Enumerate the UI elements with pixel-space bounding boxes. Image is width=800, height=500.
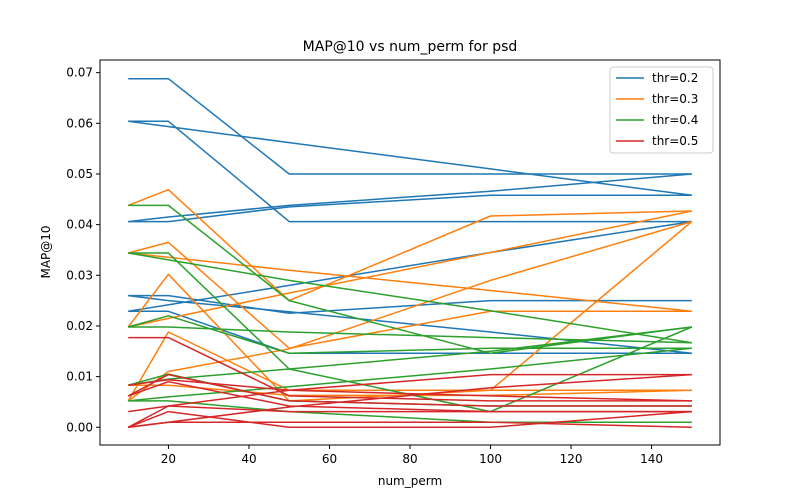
series-4-line-9 [128,373,692,429]
series-4-line-1 [128,336,692,402]
x-tick-label: 40 [241,452,256,466]
series-1-line-2 [128,120,692,223]
chart-title: MAP@10 vs num_perm for psd [303,39,518,55]
series-4-line-7 [127,405,692,428]
x-tick-label: 140 [640,452,663,466]
legend-box [609,66,714,154]
series-2-line-1 [127,188,692,302]
legend-label-3: thr=0.4 [652,113,698,127]
legend: thr=0.2 thr=0.3 thr=0.4 thr=0.5 [609,66,714,154]
series-1-line-7 [128,294,692,355]
series-4 [127,336,692,429]
series-4-line-4 [127,373,692,407]
legend-label-4: thr=0.5 [652,134,698,148]
x-tick-label: 20 [161,452,176,466]
x-axis-ticks: 20 40 60 80 100 120 140 [161,445,663,466]
series-3-line-9 [127,315,692,355]
x-tick-label: 80 [402,452,417,466]
series-1-line-6 [128,294,692,315]
y-tick-label: 0.05 [66,167,93,181]
y-tick-label: 0.06 [66,116,93,130]
series-3-line-8 [128,347,692,402]
series-1-line-1 [128,77,692,175]
series-1-line-5 [128,173,692,223]
series-3-line-1 [128,204,692,355]
y-tick-label: 0.01 [66,370,93,384]
series-1 [128,77,692,355]
legend-label-1: thr=0.2 [652,71,698,85]
series-4-line-8 [128,421,692,429]
series-2-line-5 [128,210,692,328]
y-tick-label: 0.03 [66,268,93,282]
x-tick-label: 120 [560,452,583,466]
series-3-line-3 [128,252,692,344]
legend-label-2: thr=0.3 [652,92,698,106]
y-tick-label: 0.04 [66,218,93,232]
y-tick-label: 0.00 [66,420,93,434]
series-4-line-6 [127,410,692,429]
y-axis-ticks: 0.00 0.01 0.02 0.03 0.04 0.05 0.06 0.07 [66,66,100,434]
series-4-line-5 [127,380,692,413]
y-tick-label: 0.07 [66,66,93,80]
y-axis-label: MAP@10 [39,225,53,278]
x-axis-label: num_perm [378,474,442,488]
series-2-line-3 [128,252,692,313]
x-tick-label: 100 [479,452,502,466]
x-tick-label: 60 [322,452,337,466]
y-tick-label: 0.02 [66,319,93,333]
series-lines [127,77,693,429]
series-1-line-9 [128,220,692,313]
series-1-line-4 [128,194,692,223]
series-3-line-4 [128,326,692,344]
